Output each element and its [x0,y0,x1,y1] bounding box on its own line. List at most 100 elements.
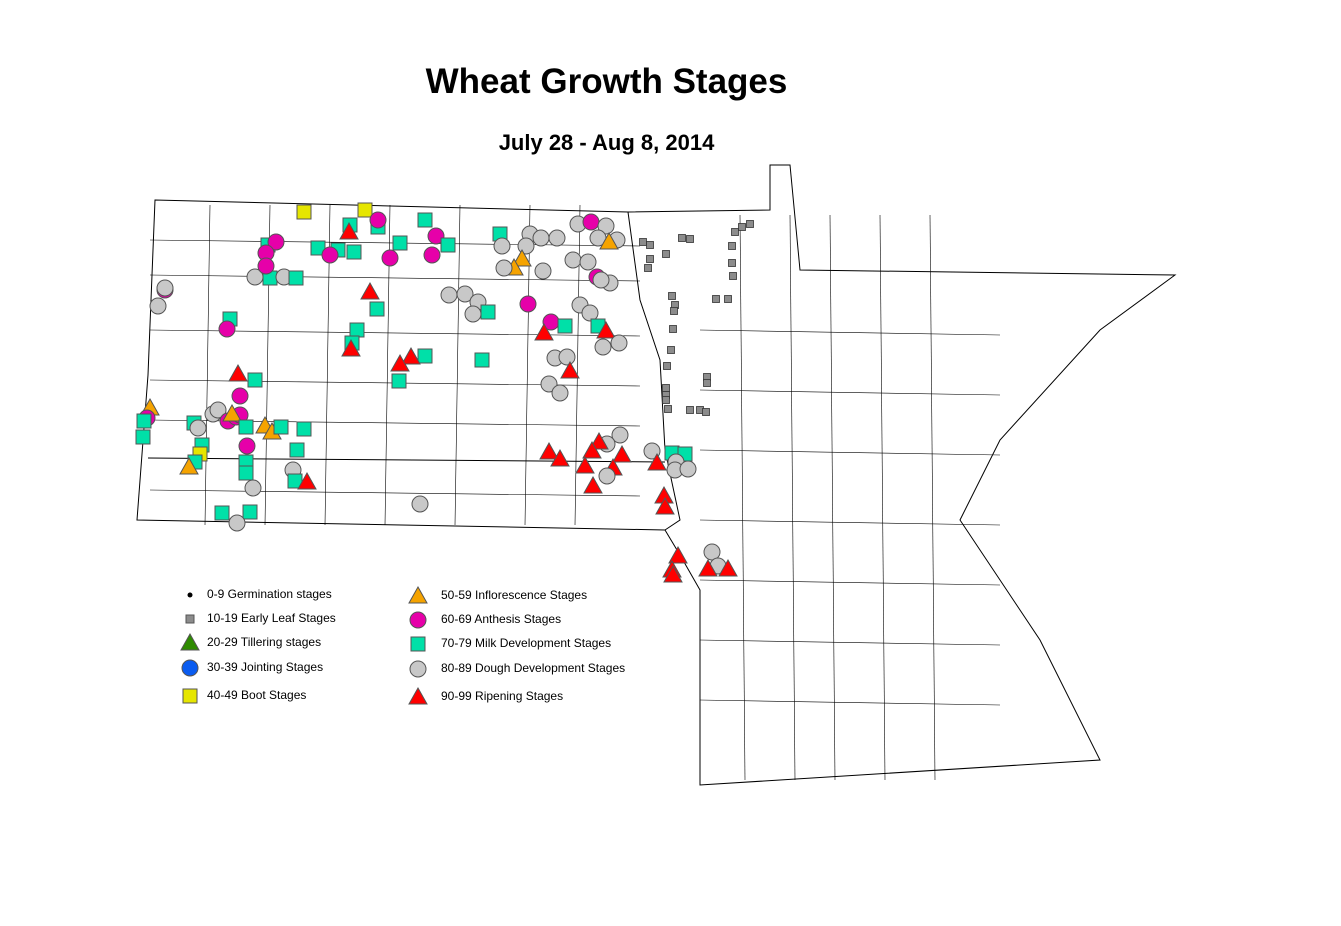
marker-early-leaf [664,405,672,413]
marker-anthesis-stages [238,437,256,455]
marker-dough-development-stages [149,297,167,315]
marker-milk-development-stages [417,348,433,364]
legend-label: 30-39 Jointing Stages [207,660,324,674]
legend-label: 0-9 Germination stages [207,587,332,601]
marker-ripening-stages [341,338,361,357]
marker-milk-development-stages [392,235,408,251]
marker-early-leaf [686,235,694,243]
marker-anthesis-stages [321,246,339,264]
marker-milk-development-stages [242,504,258,520]
marker-milk-development-stages [296,421,312,437]
marker-milk-development-stages [238,465,254,481]
marker-early-leaf [646,255,654,263]
marker-anthesis-stages [582,213,600,231]
marker-anthesis-stages [257,257,275,275]
marker-early-leaf [639,238,647,246]
marker-ripening-stages [390,353,410,372]
marker-early-leaf [662,384,670,392]
marker-milk-development-stages [288,270,304,286]
marker-early-leaf [728,259,736,267]
legend-symbol-dough-development-stages [409,660,427,678]
marker-ripening-stages [228,363,248,382]
marker-dough-development-stages [611,426,629,444]
marker-milk-development-stages [474,352,490,368]
marker-dough-development-stages [464,305,482,323]
marker-dough-development-stages [517,237,535,255]
marker-dough-development-stages [156,279,174,297]
marker-anthesis-stages [267,233,285,251]
marker-dough-development-stages [540,375,558,393]
marker-dough-development-stages [189,419,207,437]
marker-early-leaf [703,379,711,387]
marker-ripening-stages [575,455,595,474]
state-border-nd-mn [627,211,681,531]
marker-dough-development-stages [534,262,552,280]
legend-label: 50-59 Inflorescence Stages [441,588,588,602]
marker-milk-development-stages [214,505,230,521]
marker-milk-development-stages [391,373,407,389]
marker-dough-development-stages [440,286,458,304]
legend-symbol-early-leaf-stages [185,614,195,624]
marker-anthesis-stages [369,211,387,229]
map-subtitle: July 28 - Aug 8, 2014 [498,130,715,155]
marker-dough-development-stages [228,514,246,532]
marker-dough-development-stages [456,285,474,303]
legend-label: 90-99 Ripening Stages [441,689,564,703]
marker-early-leaf [738,223,746,231]
legend-label: 70-79 Milk Development Stages [441,636,612,650]
marker-ripening-stages [539,441,559,460]
marker-dough-development-stages [493,237,511,255]
marker-ripening-stages [401,346,421,365]
marker-milk-development-stages [289,442,305,458]
marker-dough-development-stages [551,384,569,402]
marker-inflorescence-stages [599,231,619,250]
marker-milk-development-stages [346,244,362,260]
marker-milk-development-stages [369,301,385,317]
marker-early-leaf [668,292,676,300]
marker-boot-stages [296,204,312,220]
marker-milk-development-stages [310,240,326,256]
marker-milk-development-stages [135,429,151,445]
marker-milk-development-stages [273,419,289,435]
marker-early-leaf [731,228,739,236]
marker-inflorescence-stages [222,403,242,422]
marker-milk-development-stages [136,413,152,429]
marker-early-leaf [669,325,677,333]
marker-early-leaf [644,264,652,272]
marker-dough-development-stages [579,253,597,271]
marker-ripening-stages [668,545,688,564]
marker-dough-development-stages [532,229,550,247]
marker-milk-development-stages [349,322,365,338]
marker-dough-development-stages [592,271,610,289]
marker-milk-development-stages [417,212,433,228]
marker-early-leaf [663,362,671,370]
marker-inflorescence-stages [179,456,199,475]
legend-label: 10-19 Early Leaf Stages [207,611,336,625]
marker-early-leaf [686,406,694,414]
marker-dough-development-stages [548,229,566,247]
marker-dough-development-stages [610,334,628,352]
marker-early-leaf [746,220,754,228]
marker-ripening-stages [663,564,683,583]
marker-ripening-stages [647,452,667,471]
marker-dough-development-stages [598,467,616,485]
legend-label: 60-69 Anthesis Stages [441,612,562,626]
marker-early-leaf [724,295,732,303]
legend-symbol-ripening-stages [408,686,428,705]
marker-early-leaf [662,250,670,258]
marker-dough-development-stages [558,348,576,366]
marker-early-leaf [678,234,686,242]
legend-symbol-anthesis-stages [409,611,427,629]
legend-symbol-milk-development-stages [410,636,426,652]
marker-ripening-stages [534,322,554,341]
marker-dough-development-stages [679,460,697,478]
legend-symbol-tillering-stages [180,632,200,651]
legend-label: 40-49 Boot Stages [207,688,307,702]
marker-early-leaf [662,396,670,404]
marker-anthesis-stages [381,249,399,267]
marker-milk-development-stages [238,419,254,435]
marker-boot-stages [357,202,373,218]
marker-early-leaf [728,242,736,250]
legend-symbol-boot-stages [182,688,198,704]
